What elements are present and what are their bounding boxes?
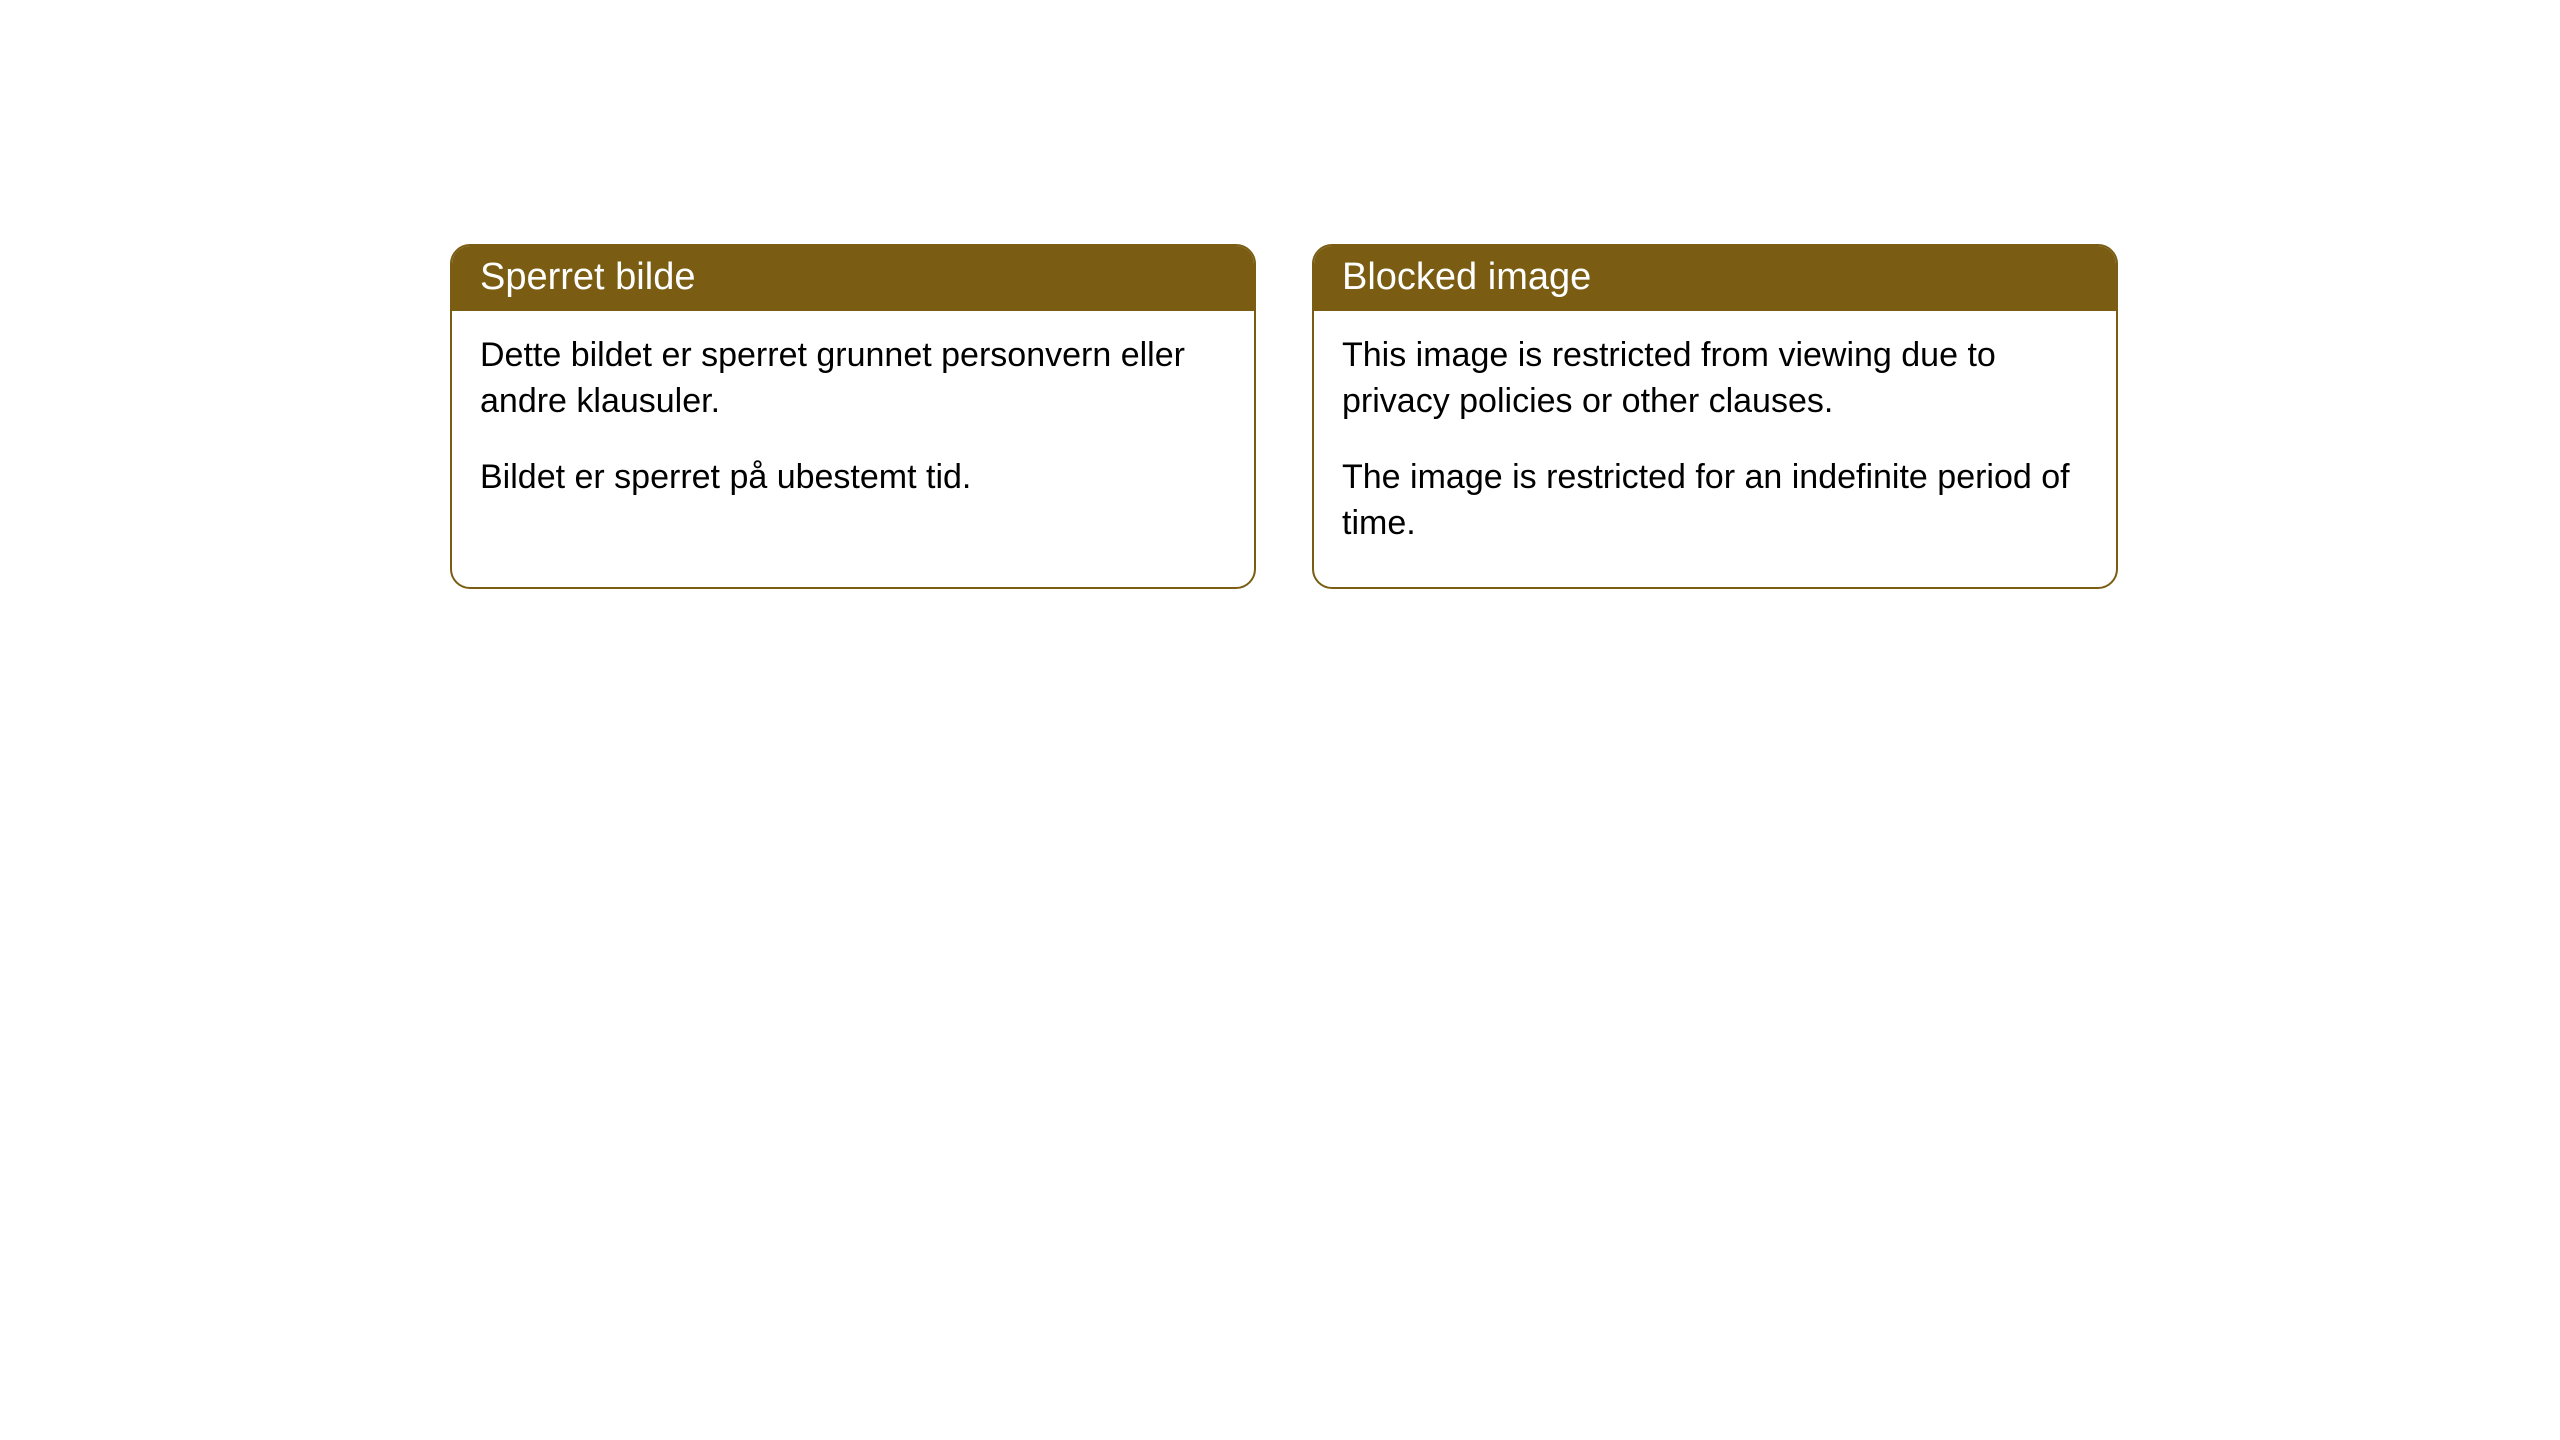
- notice-card-norwegian: Sperret bilde Dette bildet er sperret gr…: [450, 244, 1256, 589]
- card-paragraph: The image is restricted for an indefinit…: [1342, 455, 2088, 547]
- card-body: This image is restricted from viewing du…: [1314, 311, 2116, 587]
- card-title: Blocked image: [1342, 256, 1591, 298]
- card-header: Sperret bilde: [452, 246, 1254, 311]
- card-header: Blocked image: [1314, 246, 2116, 311]
- card-paragraph: Dette bildet er sperret grunnet personve…: [480, 333, 1226, 425]
- card-body: Dette bildet er sperret grunnet personve…: [452, 311, 1254, 541]
- notice-cards-container: Sperret bilde Dette bildet er sperret gr…: [450, 244, 2118, 589]
- notice-card-english: Blocked image This image is restricted f…: [1312, 244, 2118, 589]
- card-title: Sperret bilde: [480, 256, 695, 298]
- card-paragraph: This image is restricted from viewing du…: [1342, 333, 2088, 425]
- card-paragraph: Bildet er sperret på ubestemt tid.: [480, 455, 1226, 501]
